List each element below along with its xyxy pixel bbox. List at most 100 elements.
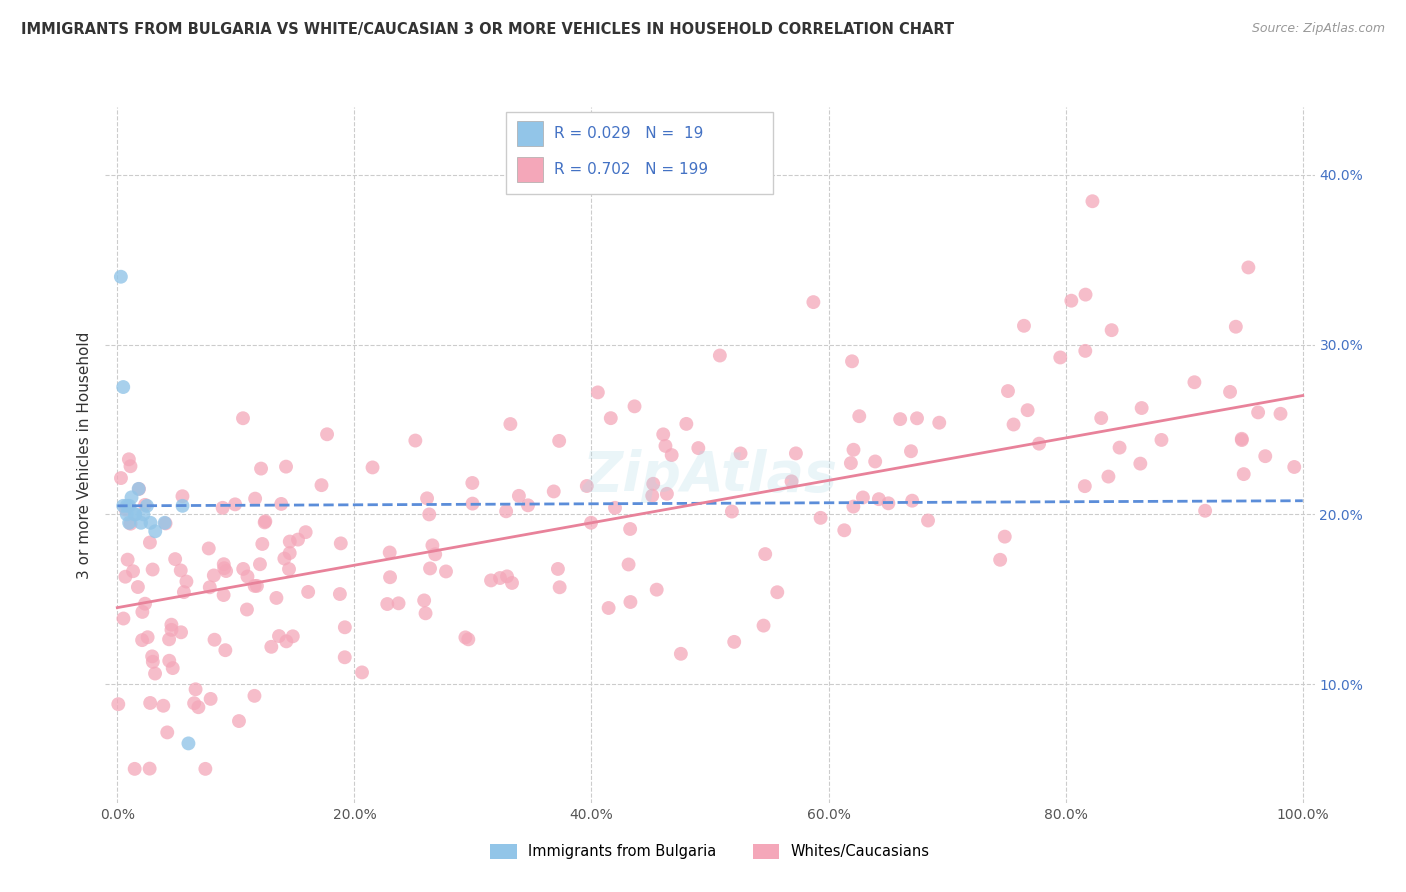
Text: IMMIGRANTS FROM BULGARIA VS WHITE/CAUCASIAN 3 OR MORE VEHICLES IN HOUSEHOLD CORR: IMMIGRANTS FROM BULGARIA VS WHITE/CAUCAS…	[21, 22, 955, 37]
Point	[232, 411, 254, 425]
Point	[124, 762, 146, 776]
Point	[575, 479, 598, 493]
Point	[333, 620, 356, 634]
Text: ZipAtlas: ZipAtlas	[582, 449, 838, 503]
Point	[260, 640, 283, 654]
Point	[297, 585, 319, 599]
Point	[267, 629, 290, 643]
Point	[418, 508, 440, 522]
Point	[198, 580, 221, 594]
Point	[200, 692, 222, 706]
Point	[889, 412, 911, 426]
Point	[723, 635, 745, 649]
Point	[139, 535, 162, 549]
Point	[863, 454, 886, 468]
Point	[1254, 449, 1277, 463]
Point	[273, 551, 295, 566]
Point	[842, 500, 865, 514]
Point	[1129, 457, 1152, 471]
Point	[654, 439, 676, 453]
Point	[461, 497, 484, 511]
Point	[278, 546, 301, 560]
Point	[142, 655, 165, 669]
Point	[387, 596, 409, 610]
Point	[329, 587, 352, 601]
Point	[721, 504, 744, 518]
Point	[162, 661, 184, 675]
Point	[110, 269, 132, 284]
Point	[434, 565, 457, 579]
Point	[517, 499, 540, 513]
Point	[1081, 194, 1104, 209]
Point	[176, 574, 198, 589]
Point	[655, 487, 678, 501]
Point	[243, 689, 266, 703]
Point	[287, 533, 309, 547]
Point	[841, 354, 863, 368]
Point	[152, 698, 174, 713]
Point	[139, 516, 162, 530]
Point	[375, 597, 398, 611]
Point	[204, 632, 226, 647]
Point	[416, 491, 439, 506]
Point	[917, 514, 939, 528]
Point	[252, 537, 274, 551]
Point	[1284, 460, 1306, 475]
Point	[118, 516, 141, 530]
Point	[128, 482, 150, 496]
Point	[810, 511, 832, 525]
Point	[901, 493, 924, 508]
Point	[378, 570, 401, 584]
Point	[994, 530, 1017, 544]
Point	[688, 441, 710, 455]
Point	[785, 446, 807, 460]
Point	[652, 427, 675, 442]
Point	[115, 508, 138, 522]
Point	[709, 349, 731, 363]
Point	[115, 499, 138, 513]
Point	[202, 568, 225, 582]
Point	[122, 564, 145, 578]
Point	[177, 736, 200, 750]
Point	[454, 631, 477, 645]
Point	[868, 492, 890, 507]
Point	[117, 552, 139, 566]
Point	[215, 564, 238, 578]
Point	[1090, 411, 1112, 425]
Point	[112, 499, 135, 513]
Point	[270, 497, 292, 511]
Point	[1150, 433, 1173, 447]
Point	[165, 552, 187, 566]
Point	[124, 508, 146, 522]
Point	[1101, 323, 1123, 337]
Point	[187, 700, 209, 714]
Point	[378, 545, 401, 559]
Point	[197, 541, 219, 556]
Point	[599, 411, 621, 425]
Point	[479, 574, 502, 588]
Point	[1130, 401, 1153, 415]
Point	[157, 632, 180, 647]
Point	[274, 459, 297, 474]
Point	[194, 762, 217, 776]
Point	[250, 461, 273, 475]
Point	[118, 499, 141, 513]
Point	[120, 516, 142, 531]
Point	[579, 516, 602, 530]
Point	[121, 491, 143, 505]
Point	[848, 409, 870, 424]
Point	[316, 427, 339, 442]
Point	[508, 489, 530, 503]
Point	[1219, 384, 1241, 399]
Point	[107, 697, 129, 711]
Point	[1017, 403, 1039, 417]
Point	[754, 547, 776, 561]
Point	[333, 650, 356, 665]
Point	[661, 448, 683, 462]
Point	[132, 508, 155, 522]
Point	[276, 634, 298, 648]
Point	[803, 295, 825, 310]
Point	[832, 523, 855, 537]
Point	[110, 471, 132, 485]
Point	[1074, 287, 1097, 301]
